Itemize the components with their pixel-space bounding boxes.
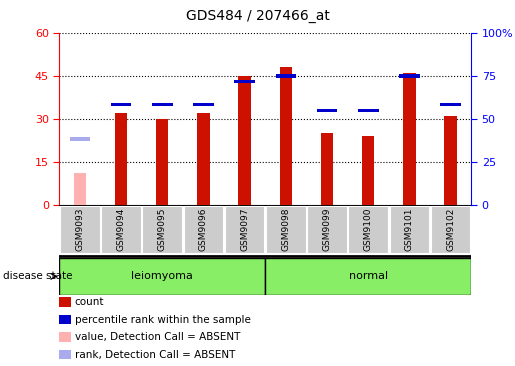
Text: GSM9100: GSM9100 [364,208,373,251]
Bar [317,109,337,112]
FancyBboxPatch shape [143,206,182,253]
FancyBboxPatch shape [266,206,305,253]
Text: normal: normal [349,271,388,281]
Text: GSM9095: GSM9095 [158,208,167,251]
Text: disease state: disease state [3,271,72,281]
Bar [362,136,374,205]
Bar [115,113,127,205]
FancyBboxPatch shape [101,206,141,253]
Text: rank, Detection Call = ABSENT: rank, Detection Call = ABSENT [75,350,235,360]
Bar [238,76,251,205]
FancyBboxPatch shape [59,258,265,295]
Text: leiomyoma: leiomyoma [131,271,193,281]
Bar [197,113,210,205]
Bar [156,119,168,205]
Bar [74,173,86,205]
FancyBboxPatch shape [431,206,470,253]
Bar [358,109,379,112]
FancyBboxPatch shape [225,206,264,253]
Text: GSM9097: GSM9097 [240,208,249,251]
Text: GDS484 / 207466_at: GDS484 / 207466_at [185,9,330,23]
Bar [152,103,173,107]
Bar [70,137,90,141]
Text: GSM9099: GSM9099 [322,208,332,251]
Bar [193,103,214,107]
Bar [234,80,255,83]
Bar [440,103,461,107]
Text: percentile rank within the sample: percentile rank within the sample [75,314,251,325]
Text: GSM9102: GSM9102 [446,208,455,251]
Bar [399,74,420,78]
Text: value, Detection Call = ABSENT: value, Detection Call = ABSENT [75,332,240,342]
Text: GSM9094: GSM9094 [116,208,126,251]
FancyBboxPatch shape [390,206,429,253]
FancyBboxPatch shape [349,206,388,253]
Bar [280,67,292,205]
FancyBboxPatch shape [60,206,99,253]
Text: GSM9093: GSM9093 [75,208,84,251]
Text: GSM9101: GSM9101 [405,208,414,251]
Bar [444,116,457,205]
Text: GSM9096: GSM9096 [199,208,208,251]
Bar [111,103,131,107]
Bar [321,133,333,205]
Bar [276,74,296,78]
FancyBboxPatch shape [307,206,347,253]
Bar [403,73,416,205]
FancyBboxPatch shape [184,206,223,253]
Text: GSM9098: GSM9098 [281,208,290,251]
FancyBboxPatch shape [265,258,471,295]
Text: count: count [75,297,104,307]
